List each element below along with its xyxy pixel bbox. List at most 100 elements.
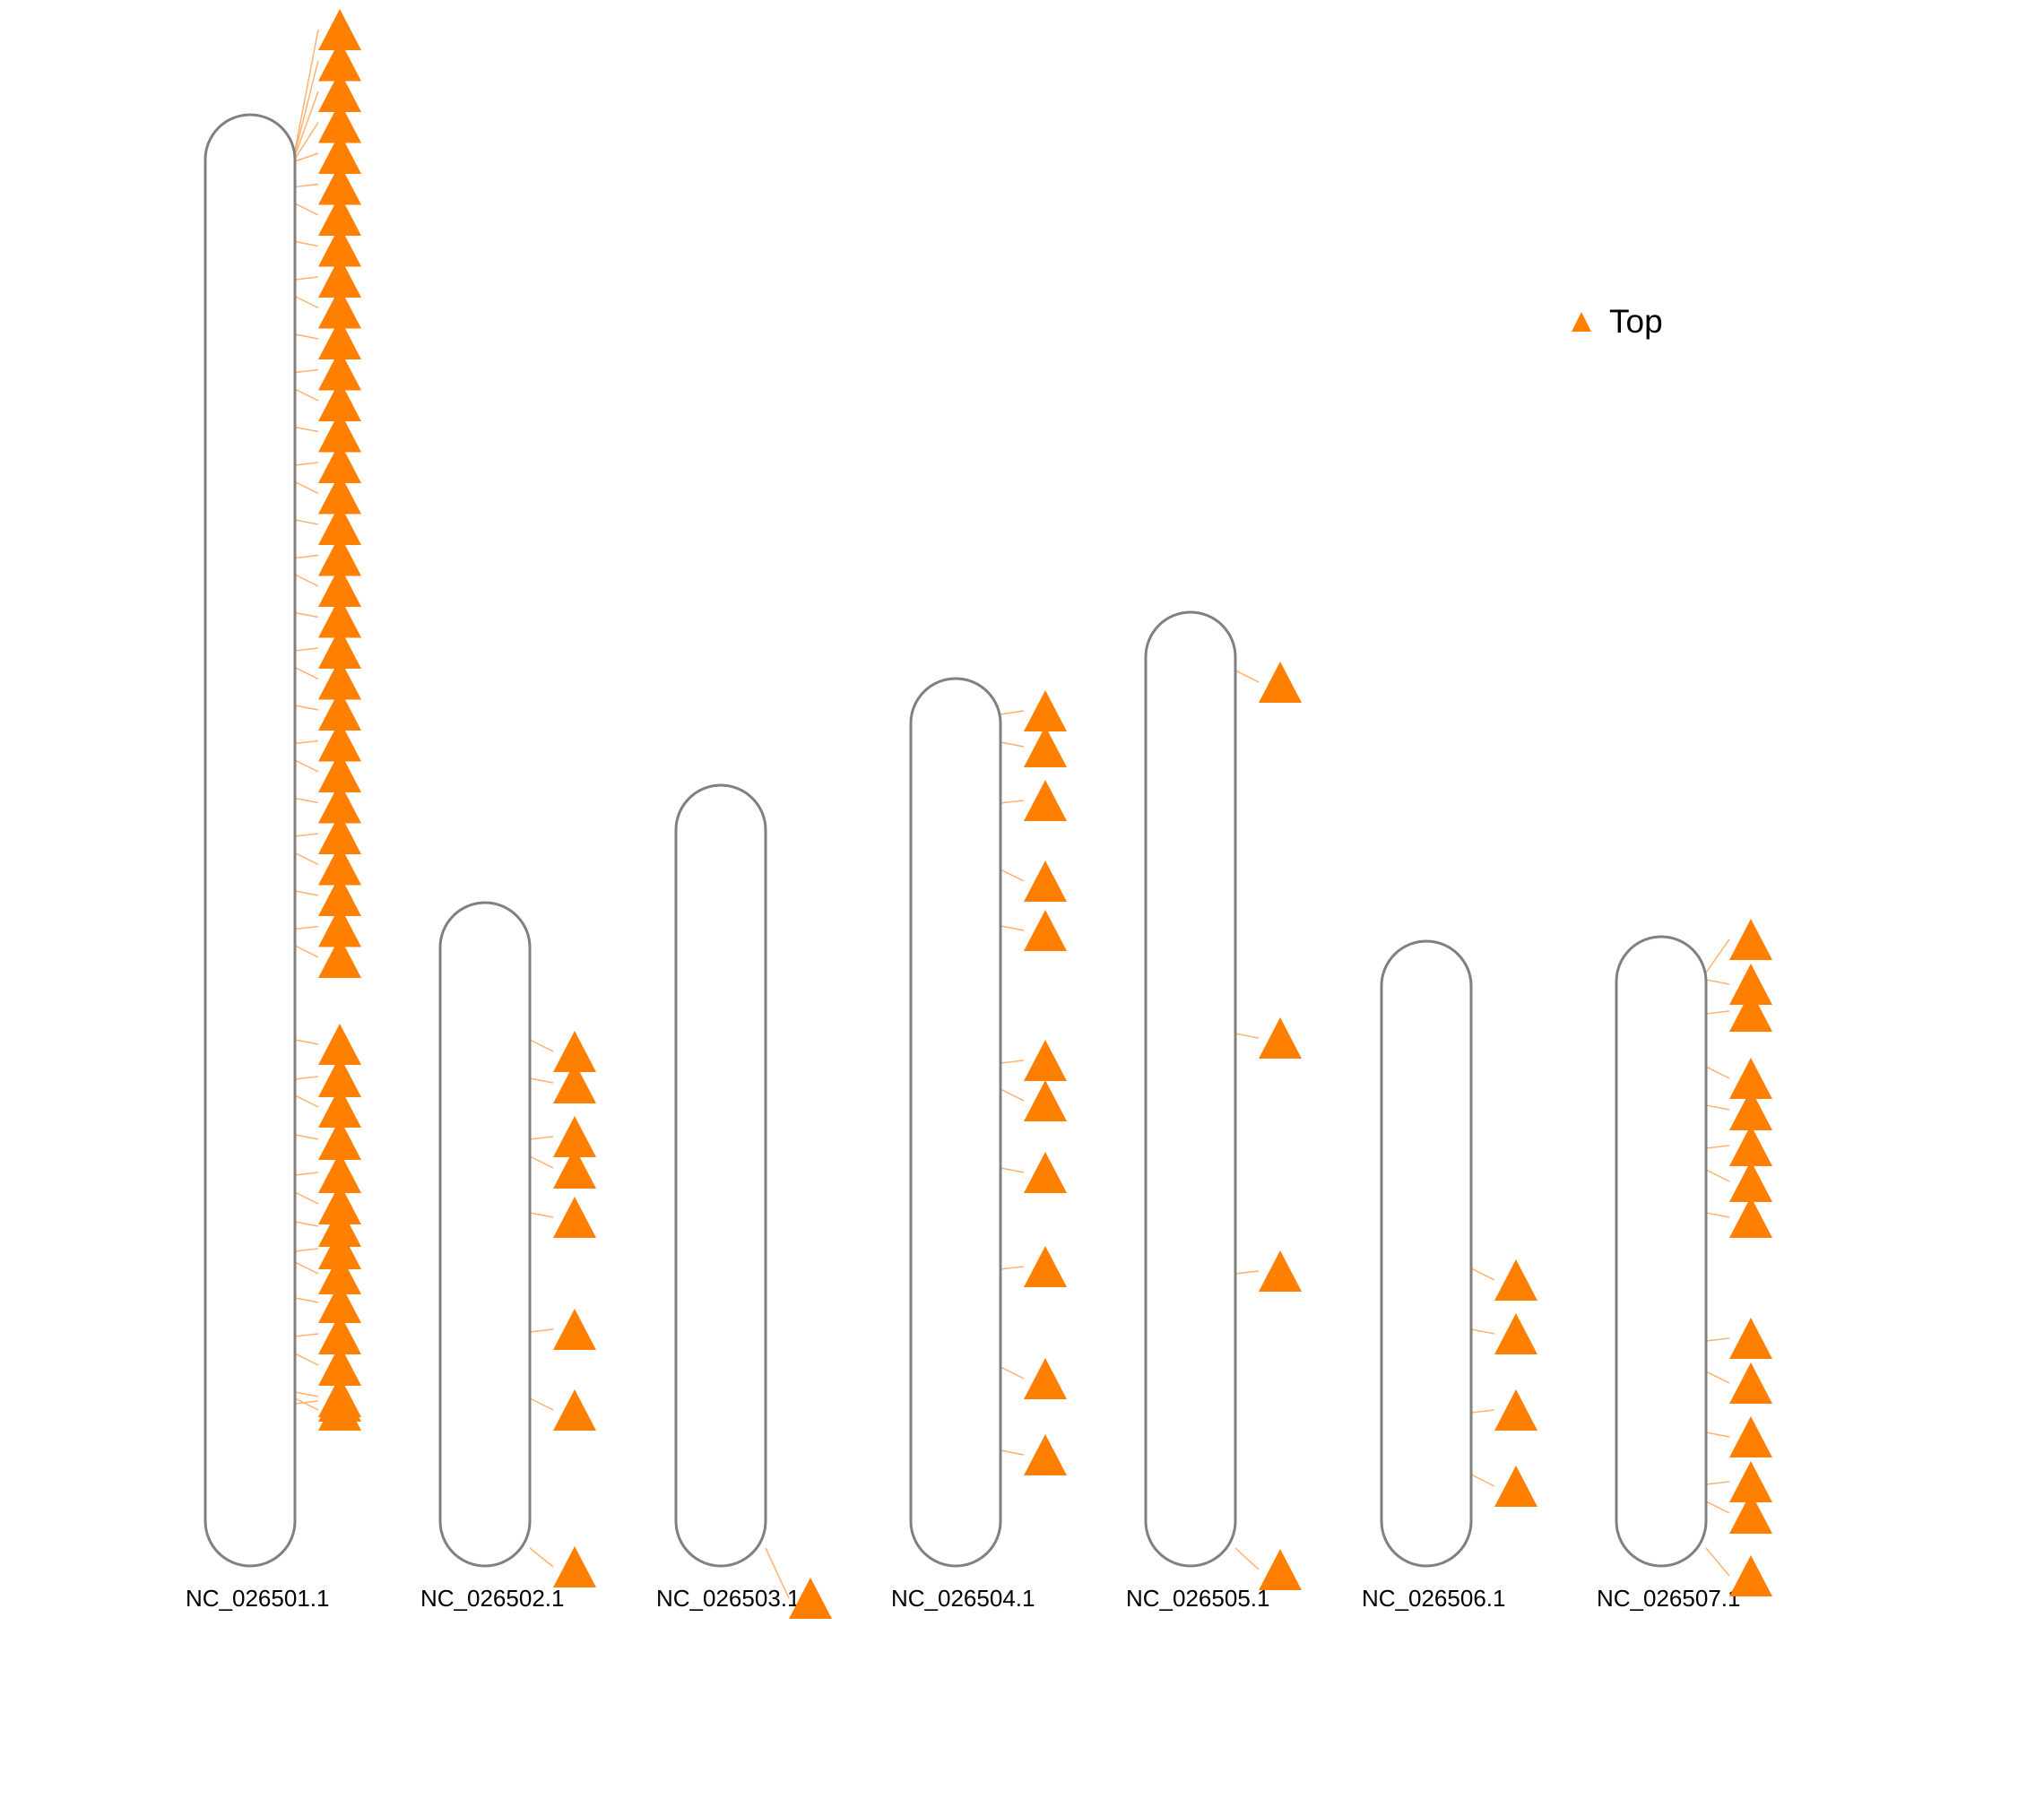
marker-connector (294, 1397, 319, 1411)
marker-triangle (1729, 1125, 1772, 1166)
marker-connector (294, 1191, 319, 1205)
marker-triangle (1729, 1089, 1772, 1130)
marker-triangle (553, 1197, 596, 1238)
marker-triangle (1024, 780, 1067, 821)
marker-connector (294, 1353, 319, 1366)
chromosome-NC_026504.1 (909, 677, 1002, 1568)
marker-connector (1000, 710, 1025, 715)
marker-triangle (318, 1152, 361, 1193)
marker-connector (294, 666, 319, 680)
marker-triangle (318, 442, 361, 483)
marker-triangle (318, 937, 361, 978)
marker-triangle (1494, 1259, 1537, 1301)
marker-connector (294, 426, 319, 433)
marker-triangle (1259, 1017, 1302, 1059)
marker-connector (294, 203, 319, 216)
marker-connector (294, 1172, 319, 1176)
marker-triangle (318, 1253, 361, 1294)
legend-triangle-icon (1572, 312, 1591, 332)
marker-connector (1000, 869, 1025, 882)
marker-triangle (318, 843, 361, 886)
marker-connector (294, 519, 319, 525)
marker-triangle (1729, 1555, 1772, 1596)
marker-connector (1705, 1104, 1730, 1111)
marker-connector (294, 1076, 319, 1080)
marker-triangle (1729, 1318, 1772, 1359)
marker-connector (294, 29, 319, 151)
marker-triangle (318, 813, 361, 854)
marker-triangle (318, 596, 361, 638)
marker-connector (294, 295, 319, 309)
marker-triangle (553, 1116, 596, 1157)
marker-connector (294, 1400, 319, 1405)
marker-connector (294, 276, 319, 281)
marker-triangle (318, 1206, 361, 1247)
marker-triangle (318, 1119, 361, 1160)
marker-triangle (553, 1147, 596, 1189)
marker-triangle (318, 1313, 361, 1354)
marker-connector (294, 925, 319, 930)
marker-connector (1234, 670, 1260, 683)
marker-connector (1000, 1060, 1025, 1064)
marker-triangle (318, 1056, 361, 1097)
chromosome-label: NC_026504.1 (891, 1585, 1035, 1612)
marker-triangle (1729, 1492, 1772, 1534)
marker-triangle (318, 163, 361, 205)
marker-connector (294, 122, 319, 160)
marker-triangle (318, 504, 361, 545)
connectors-layer (294, 29, 1730, 1599)
marker-triangle (318, 627, 361, 669)
marker-triangle (318, 256, 361, 298)
chromosome-label: NC_026506.1 (1362, 1585, 1505, 1612)
marker-connector (1705, 1547, 1730, 1577)
marker-connector (529, 1136, 554, 1140)
marker-triangle (1024, 861, 1067, 902)
marker-triangle (553, 1389, 596, 1431)
marker-connector (1705, 938, 1730, 973)
chromosome-NC_026502.1 (438, 901, 532, 1568)
marker-triangle (318, 287, 361, 329)
marker-triangle (318, 782, 361, 824)
marker-triangle (1729, 1058, 1772, 1099)
marker-triangle (318, 1282, 361, 1323)
marker-connector (294, 1221, 319, 1227)
marker-connector (1705, 979, 1730, 985)
marker-connector (1000, 1088, 1025, 1102)
marker-triangle (1024, 1080, 1067, 1121)
marker-triangle (1729, 919, 1772, 960)
marker-triangle (318, 472, 361, 515)
marker-triangle (1729, 1161, 1772, 1202)
marker-connector (294, 1333, 319, 1337)
marker-triangle (1259, 1250, 1302, 1292)
marker-triangle (1024, 690, 1067, 731)
marker-connector (1000, 741, 1025, 748)
marker-triangle (1729, 990, 1772, 1032)
marker-connector (294, 852, 319, 866)
marker-connector (529, 1328, 554, 1333)
marker-triangle (318, 875, 361, 916)
chromosome-NC_026501.1 (204, 113, 297, 1568)
marker-connector (529, 1039, 554, 1052)
marker-connector (294, 611, 319, 618)
marker-connector (294, 91, 319, 157)
marker-connector (1705, 1169, 1730, 1182)
marker-connector (1234, 1033, 1260, 1039)
marker-connector (1000, 925, 1025, 931)
marker-triangle (318, 349, 361, 391)
marker-connector (1705, 1337, 1730, 1342)
marker-connector (294, 1039, 319, 1045)
marker-connector (529, 1077, 554, 1084)
marker-connector (1000, 1366, 1025, 1380)
marker-connector (1000, 1266, 1025, 1270)
marker-connector (294, 1094, 319, 1108)
marker-triangle (318, 566, 361, 607)
markers-layer (318, 9, 1772, 1619)
marker-triangle (318, 658, 361, 700)
marker-connector (294, 1297, 319, 1303)
marker-connector (1705, 1066, 1730, 1079)
marker-connector (294, 705, 319, 711)
legend-label: Top (1609, 303, 1663, 340)
marker-triangle (553, 1062, 596, 1103)
marker-connector (529, 1397, 554, 1411)
marker-triangle (318, 195, 361, 236)
